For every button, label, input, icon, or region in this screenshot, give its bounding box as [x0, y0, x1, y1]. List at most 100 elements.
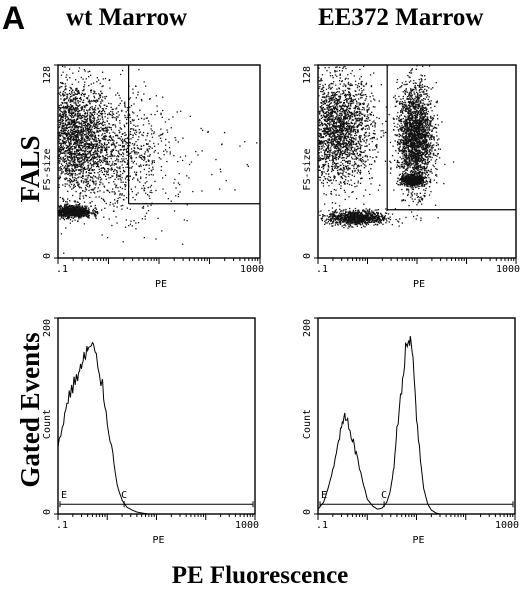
- scatter-point: [98, 79, 100, 81]
- scatter-point: [72, 139, 75, 141]
- scatter-point: [153, 151, 155, 153]
- scatter-point: [68, 205, 70, 207]
- scatter-point: [96, 127, 98, 129]
- scatter-point: [104, 121, 106, 124]
- scatter-point: [147, 194, 149, 196]
- scatter-point: [67, 104, 69, 106]
- scatter-point: [66, 169, 68, 171]
- scatter-point: [66, 155, 68, 158]
- scatter-point: [150, 189, 152, 192]
- scatter-point: [119, 131, 121, 133]
- scatter-point: [128, 153, 130, 155]
- scatter-point: [84, 208, 86, 210]
- scatter-point: [332, 77, 334, 79]
- scatter-point: [110, 139, 112, 142]
- scatter-point: [91, 107, 93, 109]
- scatter-point: [361, 159, 364, 161]
- scatter-point: [90, 122, 93, 124]
- scatter-point: [95, 207, 97, 209]
- scatter-point: [332, 144, 334, 146]
- scatter-point: [75, 119, 77, 121]
- scatter-point: [82, 101, 85, 104]
- scatter-point: [335, 145, 337, 147]
- scatter-point: [336, 126, 339, 128]
- scatter-point: [74, 176, 76, 179]
- scatter-point: [326, 155, 328, 158]
- scatter-point: [83, 93, 85, 95]
- scatter-point: [66, 210, 69, 213]
- scatter-point: [336, 138, 338, 141]
- scatter-point: [329, 88, 332, 90]
- scatter-point: [331, 127, 334, 130]
- scatter-point: [131, 143, 134, 145]
- scatter-point: [102, 167, 104, 169]
- scatter-point: [74, 160, 76, 162]
- scatter-point: [147, 205, 149, 207]
- scatter-point: [69, 200, 71, 202]
- scatter-point: [92, 210, 94, 212]
- scatter-point: [341, 178, 344, 180]
- scatter-point: [58, 167, 60, 169]
- scatter-point: [133, 129, 135, 131]
- scatter-point: [329, 155, 331, 158]
- scatter-point: [112, 155, 114, 157]
- scatter-point: [140, 98, 143, 101]
- scatter-point: [338, 134, 340, 136]
- scatter-point: [87, 136, 89, 139]
- scatter-point: [85, 136, 87, 138]
- scatter-point: [120, 174, 122, 176]
- scatter-point: [98, 139, 100, 141]
- scatter-point: [329, 102, 332, 104]
- scatter-point: [111, 138, 113, 140]
- scatter-point: [135, 173, 137, 176]
- scatter-point: [87, 216, 89, 219]
- scatter-point: [80, 99, 82, 101]
- scatter-point: [346, 143, 349, 145]
- scatter-point: [65, 204, 67, 207]
- scatter-point: [322, 84, 324, 87]
- scatter-point: [67, 212, 70, 214]
- scatter-point: [71, 158, 73, 160]
- scatter-point: [173, 154, 175, 157]
- scatter-point: [96, 163, 98, 165]
- scatter-point: [64, 173, 66, 175]
- scatter-point: [59, 91, 61, 93]
- scatter-point: [93, 110, 95, 113]
- scatter-point: [61, 111, 64, 113]
- scatter-point: [123, 140, 126, 142]
- scatter-point: [344, 198, 346, 201]
- scatter-point: [99, 95, 102, 97]
- scatter-point: [140, 148, 142, 150]
- scatter-point: [154, 149, 156, 152]
- scatter-point: [79, 197, 81, 199]
- scatter-point: [111, 154, 113, 156]
- scatter-point: [334, 167, 336, 169]
- scatter-point: [169, 151, 171, 153]
- scatter-point: [83, 143, 85, 145]
- scatter-point: [365, 125, 367, 127]
- scatter-point: [99, 161, 101, 164]
- scatter-point: [68, 132, 70, 135]
- scatter-point: [99, 115, 101, 117]
- scatter-point: [100, 149, 102, 152]
- scatter-point: [90, 142, 93, 144]
- scatter-point: [80, 107, 82, 109]
- scatter-point: [96, 148, 99, 150]
- scatter-point: [331, 152, 333, 154]
- scatter-point: [325, 111, 327, 113]
- scatter-point: [103, 167, 106, 170]
- scatter-point: [108, 126, 110, 128]
- scatter-point: [122, 140, 124, 142]
- scatter-point: [329, 103, 331, 106]
- scatter-point: [77, 184, 79, 186]
- scatter-point: [70, 105, 72, 107]
- scatter-point: [332, 117, 334, 119]
- scatter-point: [351, 138, 353, 140]
- scatter-point: [350, 125, 352, 127]
- scatter-point: [357, 125, 359, 128]
- scatter-point: [60, 134, 62, 136]
- scatter-point: [129, 116, 131, 119]
- scatter-point: [64, 111, 66, 113]
- scatter-point: [62, 113, 64, 115]
- scatter-point: [70, 100, 72, 102]
